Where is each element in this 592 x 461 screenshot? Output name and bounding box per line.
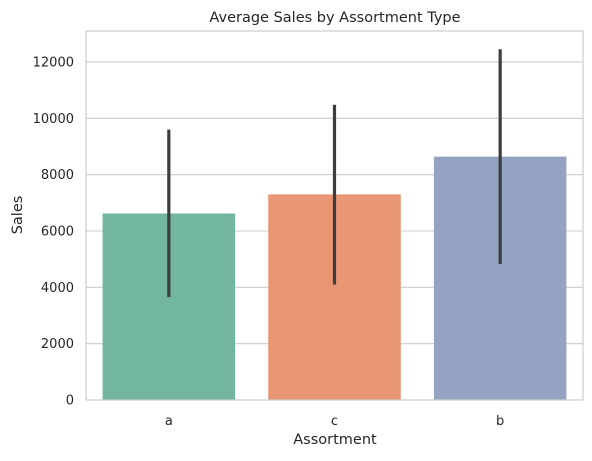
x-axis-label: Assortment (293, 432, 377, 448)
axes-frame (85, 30, 584, 401)
y-tick-label: 2000 (41, 337, 74, 352)
x-tick-label: b (496, 414, 504, 429)
y-tick-label: 10000 (33, 112, 74, 127)
y-tick-label: 6000 (41, 224, 74, 239)
error-bars (167, 49, 502, 298)
x-tick-label: c (331, 414, 338, 429)
y-axis-label: Sales (10, 196, 26, 235)
y-tick-label: 0 (66, 394, 74, 409)
x-tick-label: a (165, 414, 173, 429)
y-tick-label: 8000 (41, 168, 74, 183)
y-tick-label: 4000 (41, 281, 74, 296)
y-tick-label: 12000 (33, 55, 74, 70)
chart-title: Average Sales by Assortment Type (209, 10, 460, 26)
plot-frame (85, 30, 584, 401)
y-tick-labels: 0 2000 4000 6000 8000 10000 12000 (33, 55, 74, 408)
